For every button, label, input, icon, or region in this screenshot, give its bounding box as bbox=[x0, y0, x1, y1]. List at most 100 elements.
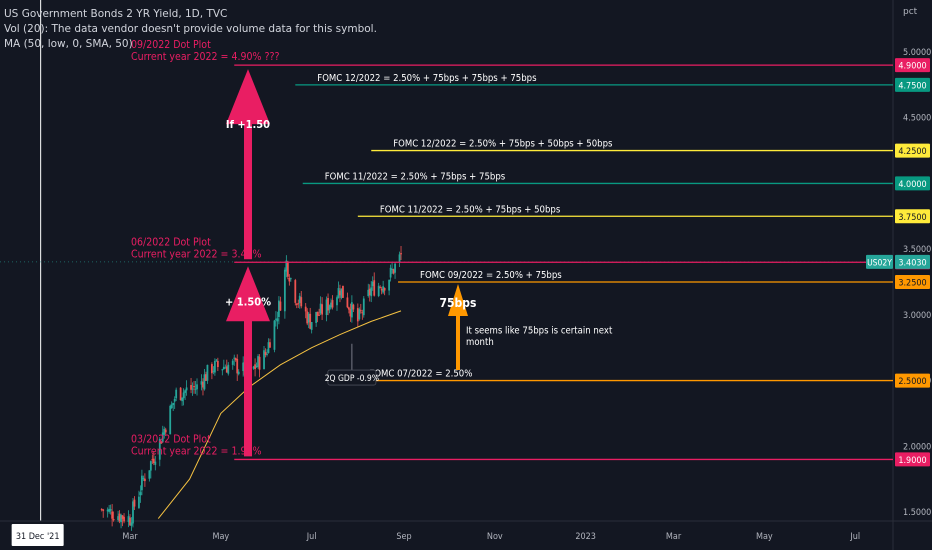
candle-body bbox=[269, 342, 271, 348]
candle-body bbox=[371, 281, 374, 287]
legend-moving-average[interactable]: MA (50, low, 0, SMA, 50) bbox=[4, 38, 133, 50]
candle-body bbox=[206, 364, 209, 381]
candle-body bbox=[181, 397, 184, 402]
legend-title[interactable]: US Government Bonds 2 YR Yield, 1D, TVC bbox=[4, 8, 228, 20]
time-axis: Mar May Jul Sep Nov 2023 Mar May Jul bbox=[122, 532, 860, 542]
candle-body bbox=[263, 350, 265, 370]
symbol-tag-label: US02Y bbox=[867, 258, 892, 268]
candle-body bbox=[161, 432, 164, 442]
candle-body bbox=[362, 298, 365, 316]
level-price-tag bbox=[895, 209, 930, 224]
candle-body bbox=[382, 286, 385, 293]
price-tick-label: 1.5000 bbox=[903, 508, 931, 518]
candle-body bbox=[172, 402, 175, 406]
candle-body bbox=[294, 280, 297, 303]
legend-volume[interactable]: Vol (20): The data vendor doesn't provid… bbox=[4, 23, 377, 35]
candle-body bbox=[191, 388, 194, 390]
up-arrow-upper bbox=[226, 69, 270, 260]
dot-plot-price-tag bbox=[895, 58, 930, 73]
orange-arrow-label: 75bps bbox=[440, 296, 477, 310]
candle-body bbox=[348, 307, 350, 310]
level-price-tag-label: 4.2500 bbox=[898, 147, 926, 157]
candle-body bbox=[112, 519, 115, 521]
candle-body bbox=[331, 300, 334, 308]
arrow-label-top: If +1.50 bbox=[226, 118, 270, 131]
dot-plot-price-tag bbox=[895, 452, 930, 467]
candle-body bbox=[224, 367, 227, 369]
candle-body bbox=[106, 509, 109, 512]
candle-body bbox=[309, 313, 312, 329]
price-tick-label: 3.5000 bbox=[903, 245, 931, 255]
candle-body bbox=[315, 312, 318, 323]
dot-plot-label: Current year 2022 = 1.90% bbox=[131, 445, 261, 457]
candle-body bbox=[231, 360, 234, 365]
candle-body bbox=[237, 371, 240, 375]
candle-body bbox=[289, 278, 292, 280]
candle-body bbox=[383, 288, 386, 291]
candle-body bbox=[149, 461, 152, 471]
candle-body bbox=[321, 304, 323, 315]
candle-body bbox=[121, 515, 124, 519]
candle-body bbox=[225, 366, 228, 373]
candle-body bbox=[213, 361, 216, 373]
price-tick-label: 3.0000 bbox=[903, 311, 931, 321]
candle-body bbox=[123, 516, 125, 522]
time-tick-label: 2023 bbox=[575, 532, 596, 542]
candle-body bbox=[288, 277, 291, 282]
candle-body bbox=[350, 302, 353, 318]
candle-body bbox=[141, 475, 143, 491]
candle-body bbox=[349, 309, 352, 317]
candle-body bbox=[368, 288, 371, 296]
price-tick-label: 5.0000 bbox=[903, 48, 931, 58]
candle-body bbox=[279, 301, 282, 311]
time-tick-label: May bbox=[212, 532, 229, 542]
candle-body bbox=[212, 370, 215, 372]
candle-body bbox=[179, 387, 182, 401]
candle-body bbox=[300, 297, 303, 307]
candle-body bbox=[236, 358, 239, 374]
candle-body bbox=[358, 309, 361, 320]
candle-body bbox=[108, 508, 111, 512]
candle-body bbox=[325, 299, 328, 316]
candle-body bbox=[394, 263, 396, 273]
level-price-tag-label: 3.2500 bbox=[898, 279, 926, 289]
candle-body bbox=[200, 381, 203, 385]
time-tick-label: Mar bbox=[122, 532, 138, 542]
candle-body bbox=[118, 513, 121, 522]
candle-body bbox=[160, 441, 163, 444]
candle-body bbox=[175, 389, 178, 399]
note-text: It seems like 75bps is certain next bbox=[466, 325, 613, 336]
candle-body bbox=[339, 290, 341, 296]
price-tick-label: 4.5000 bbox=[903, 114, 931, 124]
candle-body bbox=[221, 369, 224, 371]
candle-body bbox=[273, 320, 276, 350]
dot-plot-label: Current year 2022 = 4.90% ??? bbox=[131, 51, 280, 63]
level-price-tag-label: 4.7500 bbox=[898, 81, 926, 91]
candle-body bbox=[295, 303, 298, 305]
fomc-level-label: FOMC 12/2022 = 2.50% + 75bps + 75bps + 7… bbox=[317, 73, 537, 84]
candle-body bbox=[111, 511, 114, 519]
candle-body bbox=[319, 303, 322, 314]
candle-body bbox=[398, 254, 401, 262]
level-price-tag bbox=[895, 176, 930, 191]
candle-body bbox=[346, 297, 349, 308]
candle-body bbox=[310, 321, 313, 330]
candle-body bbox=[154, 461, 157, 465]
time-tick-label: May bbox=[756, 532, 773, 542]
candle-body bbox=[120, 514, 122, 523]
price-tick-label: 2.0000 bbox=[903, 442, 931, 452]
candle-body bbox=[215, 359, 218, 361]
candle-body bbox=[258, 356, 261, 370]
last-price-tag bbox=[895, 254, 930, 269]
gdp-callout-label: 2Q GDP -0.9% bbox=[325, 374, 379, 384]
fomc-level-label: FOMC 11/2022 = 2.50% + 75bps + 75bps bbox=[325, 171, 506, 182]
candle-body bbox=[359, 310, 362, 312]
candle-body bbox=[264, 352, 267, 355]
candle-body bbox=[361, 312, 364, 314]
candle-body bbox=[216, 360, 219, 368]
candle-body bbox=[389, 267, 392, 278]
candle-body bbox=[194, 388, 197, 390]
candle-body bbox=[143, 478, 146, 482]
